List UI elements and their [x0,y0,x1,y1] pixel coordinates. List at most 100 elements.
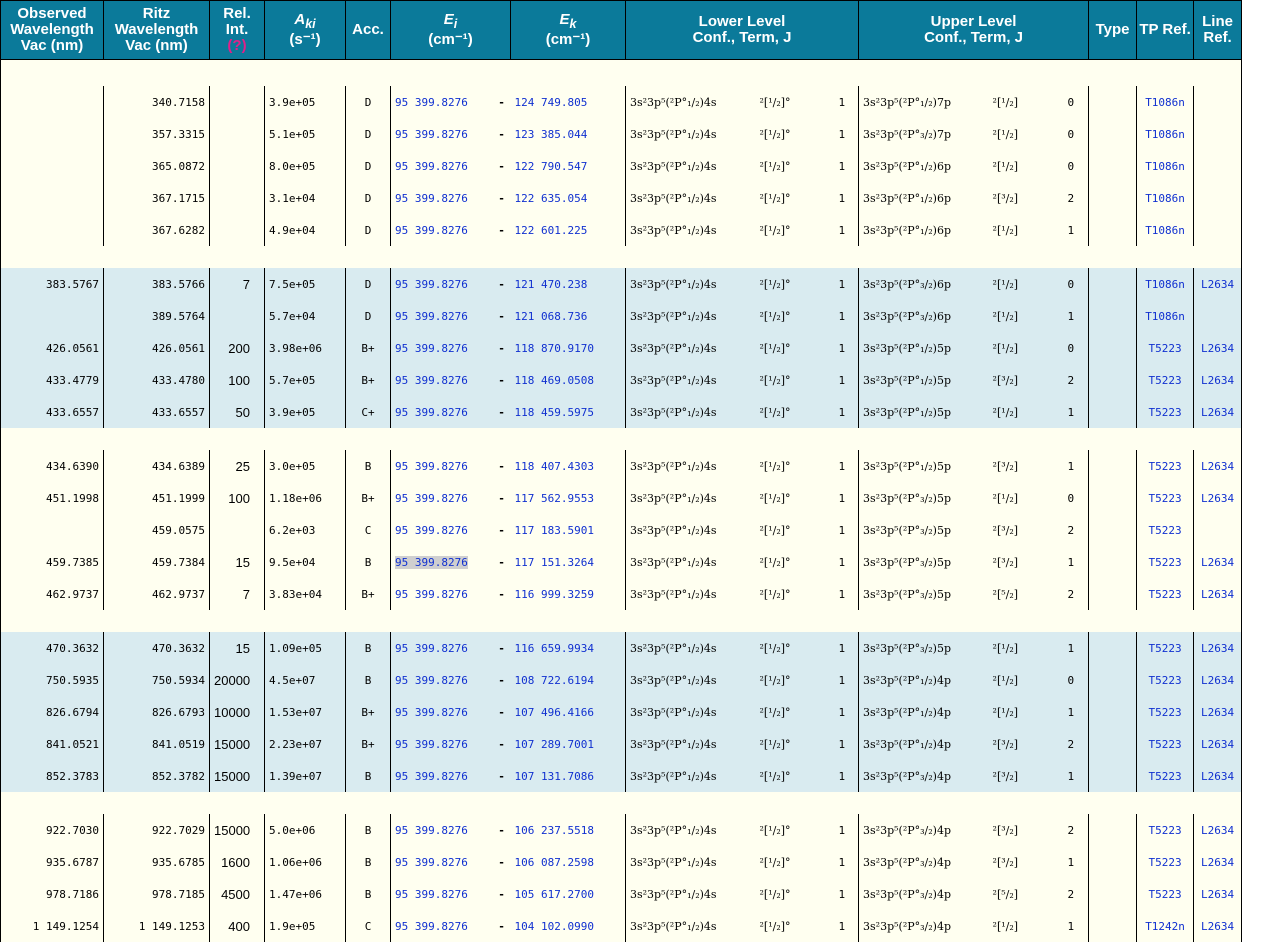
line-ref[interactable]: L2634 [1201,587,1235,601]
observed: 433.6557 [46,405,99,419]
ritz: 922.7029 [152,823,205,837]
observed-cell: 841.0521 [0,728,104,760]
ei: 95 399.8276 [395,159,468,173]
line-ref[interactable]: L2634 [1201,277,1235,291]
line-ref[interactable]: L2634 [1201,737,1235,751]
acc: D [364,191,372,205]
ritz-cell: 383.5766 [103,268,210,300]
tp-ref[interactable]: T5223 [1148,855,1182,869]
lower-term-cell: ²[¹/₂]° [755,578,826,610]
line-ref[interactable]: L2634 [1201,823,1235,837]
upper-conf: 3s²3p⁵(²P°₃/₂)6p [863,309,951,323]
tp-ref[interactable]: T5223 [1148,555,1182,569]
tp-ref[interactable]: T5223 [1148,705,1182,719]
lower-conf: 3s²3p⁵(²P°₁/₂)4s [630,95,717,109]
ritz-cell: 978.7185 [103,878,210,910]
rel-int: 50 [235,404,250,420]
tp-ref[interactable]: T5223 [1148,491,1182,505]
rel-int: 400 [228,918,250,934]
tp-ref[interactable]: T5223 [1148,373,1182,387]
line-ref[interactable]: L2634 [1201,769,1235,783]
observed: 459.7385 [46,555,99,569]
help-link[interactable]: (?) [227,37,247,54]
tp-ref[interactable]: T1086n [1145,127,1185,141]
lower-term: ²[¹/₂]° [759,277,791,291]
lower-j-cell: 1 [825,268,860,300]
ritz-cell: 852.3782 [103,760,210,792]
tp-ref-cell: T5223 [1136,514,1195,546]
tp-ref[interactable]: T1086n [1145,277,1185,291]
line-ref[interactable]: L2634 [1201,405,1235,419]
lower-conf-cell: 3s²3p⁵(²P°₁/₂)4s [625,450,756,482]
tp-ref[interactable]: T5223 [1148,523,1182,537]
lower-conf: 3s²3p⁵(²P°₁/₂)4s [630,887,717,901]
lower-term: ²[¹/₂]° [759,223,791,237]
lower-term: ²[¹/₂]° [759,523,791,537]
line-ref[interactable]: L2634 [1201,641,1235,655]
tp-ref[interactable]: T1086n [1145,223,1185,237]
ek: 118 407.4303 [514,459,594,473]
lower-term-cell: ²[¹/₂]° [755,364,826,396]
line-ref[interactable]: L2634 [1201,673,1235,687]
type-cell [1088,118,1138,150]
ritz: 451.1999 [152,491,205,505]
tp-ref[interactable]: T5223 [1148,887,1182,901]
line-ref-cell: L2634 [1193,878,1243,910]
tp-ref[interactable]: T5223 [1148,641,1182,655]
ritz: 426.0561 [152,341,205,355]
aki: 5.7e+05 [269,373,316,387]
tp-ref-cell: T5223 [1136,696,1195,728]
upper-term-cell: ²[³/₂] [988,760,1054,792]
line-ref[interactable]: L2634 [1201,341,1235,355]
tp-ref[interactable]: T1086n [1145,309,1185,323]
tp-ref[interactable]: T1086n [1145,159,1185,173]
tp-ref[interactable]: T5223 [1148,823,1182,837]
line-ref[interactable]: L2634 [1201,555,1235,569]
rel-int: 1600 [221,854,250,870]
upper-conf: 3s²3p⁵(²P°₁/₂)4p [863,705,951,719]
observed-cell: 459.7385 [0,546,104,578]
acc-cell: B+ [345,364,391,396]
lower-j: 1 [838,459,846,473]
tp-ref[interactable]: T1086n [1145,95,1185,109]
tp-ref[interactable]: T5223 [1148,459,1182,473]
aki: 1.09e+05 [269,641,322,655]
lower-conf: 3s²3p⁵(²P°₁/₂)4s [630,459,717,473]
type-cell [1088,696,1138,728]
tp-ref-cell: T5223 [1136,814,1195,846]
upper-conf: 3s²3p⁵(²P°₃/₂)7p [863,127,951,141]
upper-j-cell: 1 [1053,760,1090,792]
line-ref[interactable]: L2634 [1201,919,1235,933]
lower-conf: 3s²3p⁵(²P°₁/₂)4s [630,587,717,601]
tp-ref[interactable]: T5223 [1148,737,1182,751]
upper-term-cell: ²[³/₂] [988,514,1054,546]
line-ref[interactable]: L2634 [1201,705,1235,719]
tp-ref[interactable]: T5223 [1148,587,1182,601]
line-ref[interactable]: L2634 [1201,373,1235,387]
tp-ref[interactable]: T5223 [1148,405,1182,419]
type-cell [1088,86,1138,118]
ek-cell: 122 601.225 [510,214,626,246]
line-ref[interactable]: L2634 [1201,887,1235,901]
aki-cell: 3.83e+04 [264,578,346,610]
tp-ref[interactable]: T5223 [1148,769,1182,783]
line-ref[interactable]: L2634 [1201,855,1235,869]
aki: 4.9e+04 [269,223,316,237]
lower-conf: 3s²3p⁵(²P°₁/₂)4s [630,855,717,869]
tp-ref[interactable]: T5223 [1148,341,1182,355]
line-ref[interactable]: L2634 [1201,459,1235,473]
ei: 95 399.8276 [395,95,468,109]
lower-conf: 3s²3p⁵(²P°₁/₂)4s [630,405,717,419]
upper-j: 0 [1067,673,1075,687]
lower-j-cell: 1 [825,664,860,696]
tp-ref[interactable]: T1242n [1145,919,1185,933]
tp-ref[interactable]: T1086n [1145,191,1185,205]
ei-cell: 95 399.8276 [390,364,493,396]
aki-cell: 1.18e+06 [264,482,346,514]
type-cell [1088,546,1138,578]
tp-ref-cell: T5223 [1136,846,1195,878]
tp-ref[interactable]: T5223 [1148,673,1182,687]
line-ref[interactable]: L2634 [1201,491,1235,505]
lower-j-cell: 1 [825,300,860,332]
upper-term-cell: ²[³/₂] [988,814,1054,846]
